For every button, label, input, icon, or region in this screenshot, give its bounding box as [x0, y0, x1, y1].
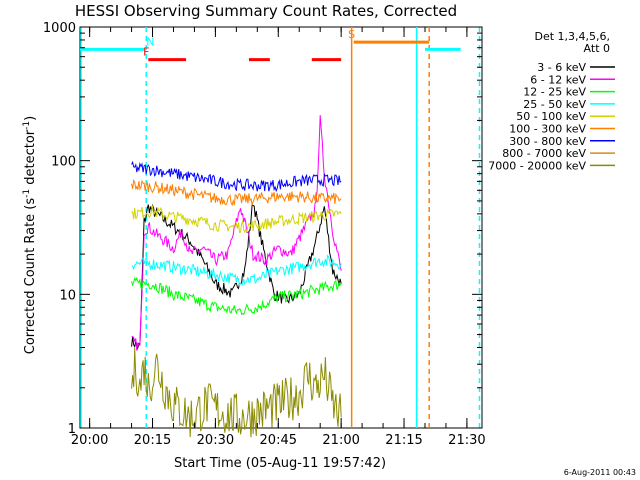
flag-label-S: S — [348, 28, 355, 41]
legend-label-5: 100 - 300 keV — [509, 123, 586, 136]
plot-frame — [79, 26, 483, 429]
footer-timestamp: 6-Aug-2011 00:43 — [564, 468, 636, 477]
y-axis-label-main: Corrected Count Rate (s — [23, 198, 38, 355]
series-line-5 — [131, 178, 342, 207]
legend-label-3: 25 - 50 keV — [523, 98, 586, 111]
x-axis-label: Start Time (05-Aug-11 19:57:42) — [174, 456, 386, 471]
y-axis-label-sup2: -1 — [22, 121, 32, 130]
series-line-4 — [131, 205, 342, 234]
y-axis-label-mid: detector — [23, 129, 38, 189]
series-line-0 — [131, 203, 342, 350]
x-tick-label-6: 21:30 — [448, 433, 485, 448]
ticks: 20:00 20:15 20:30 20:45 21:00 21:15 21:30 1 10 10… — [43, 21, 486, 448]
legend-label-6: 300 - 800 keV — [509, 135, 586, 148]
axes — [79, 26, 483, 429]
legend-label-1: 6 - 12 keV — [530, 73, 586, 86]
legend-label-2: 12 - 25 keV — [523, 86, 586, 99]
y-axis-label-end: ) — [23, 116, 38, 121]
series-line-1 — [131, 115, 342, 351]
series-line-2 — [131, 276, 342, 316]
y-tick-label-1: 10 — [59, 288, 76, 303]
x-tick-label-4: 21:00 — [322, 433, 359, 448]
flag-label-F: F — [143, 46, 149, 59]
legend-header-2: Att 0 — [584, 42, 610, 55]
legend-label-4: 50 - 100 keV — [516, 110, 586, 123]
series-group — [131, 115, 342, 438]
series-line-3 — [131, 254, 342, 287]
legend-header-1: Det 1,3,4,5,6, — [534, 30, 610, 43]
flag-bars: NF S — [80, 28, 461, 62]
chart-title: HESSI Observing Summary Count Rates, Cor… — [75, 2, 457, 20]
y-axis-label: Corrected Count Rate (s-1 detector-1) — [22, 116, 38, 354]
x-tick-label-3: 20:45 — [260, 433, 297, 448]
x-tick-label-1: 20:15 — [134, 433, 171, 448]
vertical-markers — [80, 27, 481, 428]
series-line-8 — [131, 347, 342, 438]
flag-label-N: N — [146, 35, 154, 48]
y-tick-label-2: 100 — [51, 155, 76, 170]
y-axis-label-sup1: -1 — [22, 189, 32, 198]
x-tick-label-2: 20:30 — [197, 433, 234, 448]
legend-label-8: 7000 - 20000 keV — [488, 159, 586, 172]
legend-label-7: 800 - 7000 keV — [502, 147, 586, 160]
series-line-6 — [131, 160, 342, 193]
y-tick-label-0: 1 — [68, 422, 76, 437]
legend-label-0: 3 - 6 keV — [537, 61, 586, 74]
x-tick-label-0: 20:00 — [71, 433, 108, 448]
y-tick-label-3: 1000 — [43, 21, 76, 36]
x-tick-label-5: 21:15 — [385, 433, 422, 448]
